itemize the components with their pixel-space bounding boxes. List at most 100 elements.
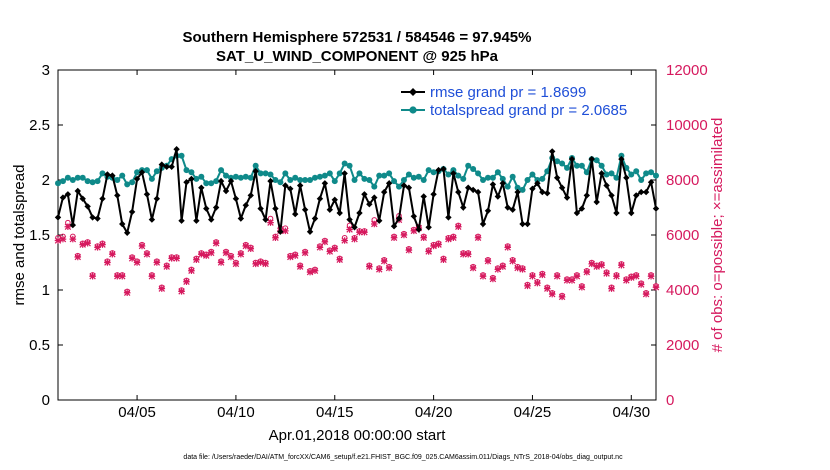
- totalspread-point: [400, 177, 407, 183]
- rmse-point: [341, 170, 348, 177]
- totalspread-point: [287, 177, 294, 183]
- obs-assimilated-point: [578, 283, 586, 291]
- totalspread-point: [213, 178, 220, 185]
- obs-assimilated-point: [193, 256, 200, 264]
- rmse-point: [296, 182, 304, 189]
- obs-assimilated-point: [79, 241, 87, 248]
- rmse-point: [534, 180, 541, 187]
- totalspread-point: [198, 173, 205, 180]
- totalspread-point: [316, 173, 323, 180]
- rmse-point: [252, 168, 259, 175]
- totalspread-point: [124, 181, 131, 188]
- rmse-point: [193, 217, 200, 224]
- rmse-point: [633, 192, 640, 199]
- obs-assimilated-point: [123, 289, 131, 297]
- rmse-point: [484, 207, 492, 214]
- obs-assimilated-point: [227, 253, 235, 261]
- x-tick-label: 04/10: [217, 404, 255, 421]
- rmse-point: [499, 180, 506, 187]
- totalspread-point: [321, 172, 328, 179]
- rmse-point: [455, 188, 462, 196]
- totalspread-point: [578, 162, 585, 169]
- totalspread-point: [583, 169, 590, 176]
- rmse-point: [390, 223, 398, 230]
- rmse-point: [99, 195, 106, 202]
- totalspread-point: [247, 174, 254, 181]
- totalspread-point: [638, 177, 645, 183]
- rmse-point: [544, 190, 551, 197]
- totalspread-point: [178, 152, 185, 159]
- rmse-point: [573, 209, 581, 217]
- rmse-point: [346, 216, 353, 223]
- rmse-point: [74, 187, 81, 195]
- x-tick-label: 04/15: [316, 404, 354, 421]
- obs-assimilated-point: [637, 281, 645, 288]
- rmse-point: [588, 155, 595, 163]
- obs-assimilated-point: [326, 248, 334, 255]
- totalspread-point: [311, 174, 318, 181]
- totalspread-point: [129, 179, 136, 186]
- rmse-point: [188, 175, 195, 183]
- obs-assimilated-point: [459, 250, 467, 258]
- totalspread-point: [410, 174, 417, 181]
- totalspread-point: [94, 178, 101, 185]
- rmse-point: [84, 203, 91, 210]
- rmse-point: [549, 148, 556, 155]
- totalspread-point: [529, 171, 536, 178]
- rmse-point: [183, 179, 190, 186]
- legend-rmse-label: rmse grand pr = 1.8699: [430, 84, 586, 101]
- totalspread-point: [554, 158, 561, 165]
- obs-assimilated-point: [613, 272, 620, 280]
- obs-assimilated-point: [94, 244, 101, 251]
- rmse-point: [445, 214, 452, 221]
- totalspread-point: [232, 173, 239, 180]
- obs-assimilated-point: [494, 266, 502, 273]
- totalspread-point: [143, 167, 150, 174]
- rmse-point: [351, 224, 358, 231]
- obs-assimilated-point: [588, 260, 596, 268]
- totalspread-point: [356, 170, 363, 177]
- obs-assimilated-point: [232, 260, 240, 268]
- totalspread-point: [539, 175, 546, 182]
- rmse-point: [173, 146, 180, 153]
- rmse-point: [119, 220, 126, 228]
- right-axis: 0 2000 4000 6000 8000 10000 12000: [651, 62, 708, 409]
- totalspread-point: [89, 179, 96, 186]
- totalspread-point: [336, 170, 343, 177]
- obs-assimilated-point: [642, 290, 650, 298]
- totalspread-point: [445, 171, 452, 178]
- rmse-point: [415, 226, 422, 233]
- rmse-point: [430, 191, 437, 198]
- totalspread-point: [598, 162, 605, 169]
- rmse-point: [400, 182, 408, 189]
- obs-assimilated-point: [69, 235, 77, 243]
- obs-assimilated-point: [173, 255, 180, 262]
- totalspread-point: [470, 166, 477, 172]
- totalspread-point: [608, 170, 615, 177]
- rmse-point: [613, 209, 620, 217]
- totalspread-point: [396, 183, 403, 190]
- totalspread-point: [262, 170, 269, 177]
- rmse-point: [89, 214, 96, 221]
- totalspread-point: [484, 174, 491, 181]
- rmse-point: [114, 192, 121, 199]
- totalspread-point: [405, 171, 412, 178]
- totalspread-point: [534, 177, 541, 183]
- rmse-point: [316, 195, 324, 202]
- obs-assimilated-point: [598, 261, 605, 269]
- chart-subtitle: SAT_U_WIND_COMPONENT @ 925 hPa: [216, 48, 499, 65]
- totalspread-point: [69, 177, 76, 183]
- rmse-point: [222, 187, 230, 195]
- totalspread-point: [307, 177, 314, 183]
- totalspread-point: [391, 178, 398, 185]
- totalspread-point: [188, 169, 195, 176]
- totalspread-point: [593, 157, 600, 164]
- obs-assimilated-point: [237, 250, 245, 258]
- rmse-point: [227, 177, 235, 185]
- obs-assimilated-point: [519, 266, 526, 273]
- totalspread-point: [302, 177, 309, 183]
- obs-assimilated-point: [183, 278, 190, 286]
- y-axis-left-label: rmse and totalspread: [11, 165, 28, 306]
- totalspread-point: [183, 167, 190, 174]
- obs-assimilated-point: [267, 219, 274, 226]
